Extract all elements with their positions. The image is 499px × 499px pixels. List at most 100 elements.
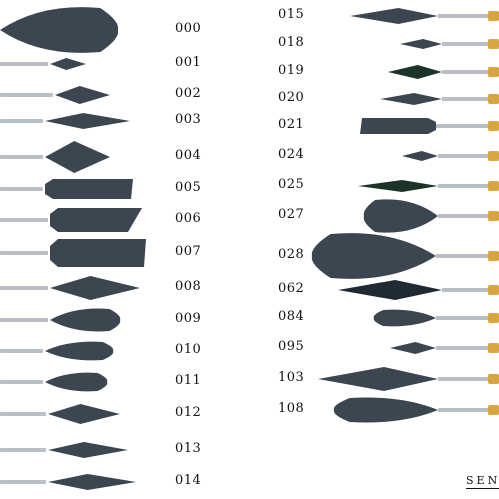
palette-knife-003 (0, 113, 130, 129)
knife-shank (438, 184, 488, 188)
knife-ferrule (488, 343, 499, 353)
knife-code-011: 011 (175, 373, 202, 388)
palette-knife-021 (360, 118, 499, 134)
knife-handle (0, 93, 53, 97)
knife-handle (0, 318, 48, 322)
knife-blade (48, 404, 120, 424)
knife-code-103: 103 (278, 370, 305, 385)
knife-blade (380, 93, 442, 105)
palette-knife-015 (350, 8, 499, 24)
knife-ferrule (488, 67, 499, 77)
knife-code-021: 021 (278, 117, 305, 132)
palette-knife-005 (0, 179, 133, 199)
knife-ferrule (488, 94, 499, 104)
palette-knife-002 (0, 86, 110, 104)
knife-code-062: 062 (278, 281, 305, 296)
knife-shank (442, 288, 488, 292)
knife-ferrule (488, 121, 499, 131)
knife-code-019: 019 (278, 63, 305, 78)
knife-blade (0, 7, 119, 53)
knife-blade (311, 233, 436, 279)
knife-shank (438, 154, 488, 158)
knife-code-007: 007 (175, 244, 202, 259)
palette-knife-028 (311, 233, 499, 279)
knife-blade (45, 372, 108, 392)
knife-code-014: 014 (175, 473, 202, 488)
knife-blade (50, 58, 86, 70)
knife-code-003: 003 (175, 112, 202, 127)
palette-knife-004 (0, 141, 110, 173)
knife-ferrule (488, 374, 499, 384)
palette-knife-008 (0, 276, 140, 300)
knife-blade (45, 141, 110, 173)
knife-code-013: 013 (175, 441, 202, 456)
knife-code-015: 015 (278, 7, 305, 22)
palette-knife-108 (333, 397, 499, 423)
knife-ferrule (488, 285, 499, 295)
palette-knife-010 (0, 341, 114, 361)
knife-code-027: 027 (278, 207, 305, 222)
knife-ferrule (488, 405, 499, 415)
knife-code-108: 108 (278, 401, 305, 416)
palette-knife-018 (400, 39, 499, 49)
knife-handle (0, 448, 46, 452)
knife-code-024: 024 (278, 147, 305, 162)
knife-shank (436, 346, 488, 350)
knife-code-002: 002 (175, 86, 202, 101)
knife-code-028: 028 (278, 247, 305, 262)
knife-shank (436, 254, 488, 258)
knife-handle (0, 286, 48, 290)
knife-code-006: 006 (175, 211, 202, 226)
knife-handle (0, 412, 46, 416)
palette-knife-062 (338, 280, 499, 300)
knife-blade (50, 208, 142, 232)
knife-ferrule (488, 11, 499, 21)
knife-blade (45, 179, 133, 199)
knife-code-001: 001 (175, 55, 202, 70)
knife-blade (350, 8, 438, 24)
knife-handle (0, 62, 48, 66)
palette-knife-095 (390, 342, 499, 354)
knife-blade (373, 309, 436, 327)
knife-code-095: 095 (278, 339, 305, 354)
knife-code-084: 084 (278, 309, 305, 324)
palette-knife-024 (402, 151, 499, 161)
knife-handle (0, 480, 46, 484)
knife-blade (390, 342, 436, 354)
knife-blade (318, 367, 438, 391)
knife-code-008: 008 (175, 279, 202, 294)
knife-shank (442, 42, 488, 46)
palette-knife-027 (363, 199, 499, 233)
knife-blade (333, 397, 438, 423)
knife-blade (50, 276, 140, 300)
knife-blade (402, 151, 438, 161)
palette-knife-011 (0, 372, 108, 392)
knife-blade (50, 239, 146, 267)
knife-handle (0, 155, 43, 159)
knife-ferrule (488, 251, 499, 261)
knife-handle (0, 251, 48, 255)
palette-knife-020 (380, 93, 499, 105)
knife-code-025: 025 (278, 177, 305, 192)
palette-knife-084 (373, 309, 499, 327)
knife-blade (400, 39, 442, 49)
knife-shank (438, 14, 488, 18)
knife-code-012: 012 (175, 405, 202, 420)
palette-knife-012 (0, 404, 120, 424)
knife-blade (360, 118, 436, 134)
knife-blade (45, 341, 114, 361)
knife-code-004: 004 (175, 148, 202, 163)
knife-handle (0, 380, 43, 384)
knife-handle (0, 119, 43, 123)
palette-knife-007 (0, 239, 146, 267)
knife-blade (363, 199, 438, 233)
palette-knife-025 (358, 180, 499, 192)
knife-blade (388, 65, 442, 79)
knife-code-020: 020 (278, 90, 305, 105)
knife-code-009: 009 (175, 311, 202, 326)
brand-wordmark: SEN (466, 474, 499, 489)
knife-ferrule (488, 39, 499, 49)
knife-code-010: 010 (175, 342, 202, 357)
